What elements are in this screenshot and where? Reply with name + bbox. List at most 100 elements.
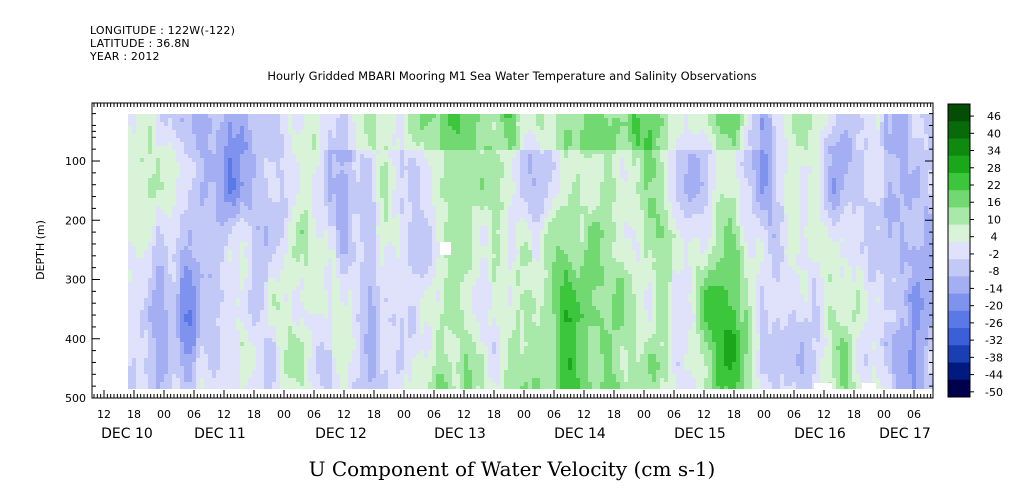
heatmap-cell — [232, 350, 236, 354]
heatmap-cell — [304, 346, 308, 350]
heatmap-cell — [384, 318, 388, 322]
heatmap-cell — [244, 250, 248, 254]
heatmap-cell — [284, 114, 288, 118]
heatmap-cell — [340, 190, 344, 194]
latitude-label: LATITUDE : 36.8N — [90, 37, 190, 50]
heatmap-cell — [236, 246, 240, 250]
heatmap-cell — [288, 250, 292, 254]
heatmap-cell — [224, 198, 228, 202]
heatmap-cell — [280, 378, 284, 382]
heatmap-cell — [304, 254, 308, 258]
heatmap-cell — [152, 354, 156, 358]
heatmap-cell — [280, 326, 284, 330]
heatmap-cell — [412, 354, 416, 358]
heatmap-cell — [408, 186, 412, 190]
heatmap-cell — [332, 174, 336, 178]
heatmap-cell — [408, 134, 412, 138]
heatmap-cell — [160, 134, 164, 138]
heatmap-cell — [168, 222, 172, 226]
heatmap-cell — [260, 274, 264, 278]
heatmap-cell — [180, 178, 184, 182]
heatmap-cell — [160, 382, 164, 386]
heatmap-cell — [220, 246, 224, 250]
heatmap-cell — [392, 242, 396, 246]
heatmap-cell — [228, 114, 232, 118]
heatmap-cell — [372, 142, 376, 146]
heatmap-cell — [140, 362, 144, 366]
heatmap-cell — [356, 222, 360, 226]
heatmap-cell — [416, 202, 420, 206]
heatmap-cell — [188, 362, 192, 366]
heatmap-cell — [168, 258, 172, 262]
heatmap-cell — [328, 350, 332, 354]
heatmap-cell — [132, 386, 136, 389]
heatmap-cell — [228, 202, 232, 206]
heatmap-cell — [328, 286, 332, 290]
heatmap-cell — [384, 362, 388, 366]
heatmap-cell — [240, 322, 244, 326]
heatmap-cell — [176, 350, 180, 354]
heatmap-cell — [244, 174, 248, 178]
heatmap-cell — [296, 310, 300, 314]
heatmap-cell — [208, 278, 212, 282]
heatmap-cell — [140, 262, 144, 266]
heatmap-cell — [176, 326, 180, 330]
heatmap-cell — [360, 326, 364, 330]
heatmap-cell — [196, 186, 200, 190]
heatmap-cell — [248, 354, 252, 358]
heatmap-cell — [404, 194, 408, 198]
heatmap-cell — [256, 162, 260, 166]
heatmap-cell — [200, 302, 204, 306]
heatmap-cell — [392, 326, 396, 330]
heatmap-cell — [200, 286, 204, 290]
heatmap-cell — [228, 230, 232, 234]
heatmap-cell — [152, 318, 156, 322]
heatmap-cell — [196, 318, 200, 322]
heatmap-cell — [308, 250, 312, 254]
heatmap-cell — [332, 318, 336, 322]
heatmap-cell — [296, 382, 300, 386]
heatmap-cell — [212, 122, 216, 126]
heatmap-cell — [292, 370, 296, 374]
heatmap-cell — [220, 242, 224, 246]
heatmap-cell — [340, 254, 344, 258]
heatmap-cell — [208, 174, 212, 178]
heatmap-cell — [284, 330, 288, 334]
heatmap-cell — [304, 342, 308, 346]
heatmap-cell — [328, 218, 332, 222]
heatmap-cell — [232, 162, 236, 166]
heatmap-cell — [248, 126, 252, 130]
heatmap-cell — [228, 182, 232, 186]
heatmap-cell — [364, 286, 368, 290]
heatmap-cell — [300, 126, 304, 130]
heatmap-cell — [224, 246, 228, 250]
heatmap-cell — [180, 174, 184, 178]
heatmap-cell — [368, 122, 372, 126]
heatmap-cell — [332, 178, 336, 182]
heatmap-cell — [312, 310, 316, 314]
heatmap-cell — [284, 182, 288, 186]
heatmap-cell — [412, 218, 416, 222]
heatmap-cell — [308, 230, 312, 234]
heatmap-cell — [196, 254, 200, 258]
heatmap-cell — [128, 302, 132, 306]
heatmap-cell — [216, 174, 220, 178]
heatmap-cell — [168, 218, 172, 222]
heatmap-cell — [332, 286, 336, 290]
heatmap-cell — [204, 210, 208, 214]
heatmap-cell — [264, 194, 268, 198]
heatmap-cell — [312, 226, 316, 230]
heatmap-cell — [192, 174, 196, 178]
heatmap-cell — [284, 302, 288, 306]
heatmap-cell — [252, 354, 256, 358]
heatmap-cell — [244, 114, 248, 118]
heatmap-cell — [372, 342, 376, 346]
heatmap-cell — [232, 234, 236, 238]
heatmap-cell — [228, 130, 232, 134]
heatmap-cell — [308, 290, 312, 294]
heatmap-cell — [388, 270, 392, 274]
heatmap-cell — [268, 306, 272, 310]
heatmap-cell — [280, 350, 284, 354]
heatmap-cell — [284, 186, 288, 190]
heatmap-cell — [408, 170, 412, 174]
